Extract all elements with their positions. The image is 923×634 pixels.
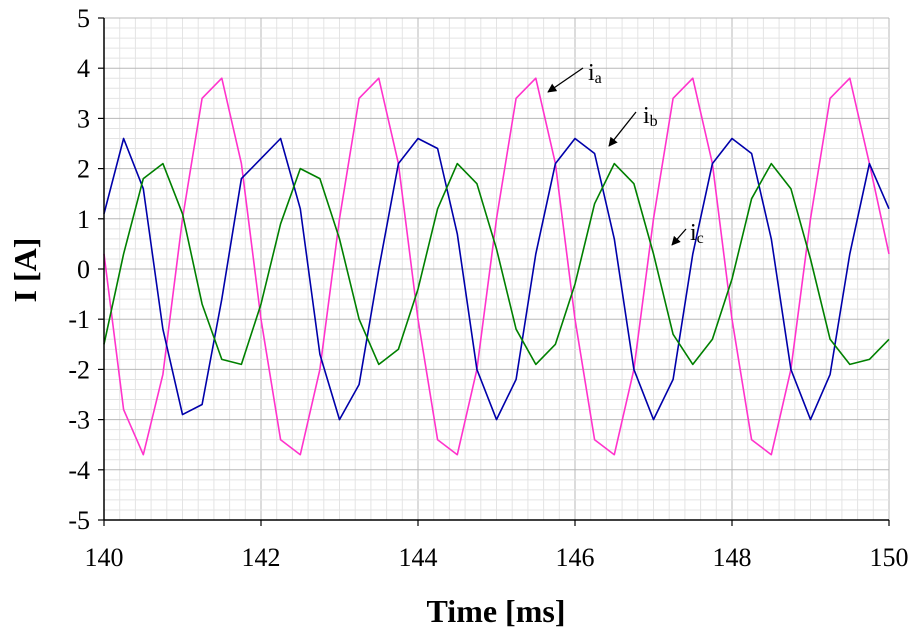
x-tick-label: 148 [713,543,752,572]
y-tick-label: 4 [77,54,90,83]
grid [103,17,890,521]
x-tick-label: 144 [399,543,438,572]
series-line-ic [103,162,890,366]
y-tick-label: 3 [77,104,90,133]
x-tick-label: 146 [556,543,595,572]
series-annotations: ia ib ic [547,60,704,247]
x-tick-label: 150 [870,543,909,572]
annotation-label-ic: ic [690,220,704,247]
y-tick-label: 1 [77,205,90,234]
y-tick-label: 0 [77,255,90,284]
annotation-arrow-ib [608,111,637,147]
annotation-arrow-ia [547,67,584,93]
annotation-label-ib: ib [643,103,658,130]
annotation-label-ia: ia [588,60,602,87]
annotation-arrow-ic [671,228,687,246]
series-line-ia [103,77,890,456]
series-lines [103,77,890,456]
y-tick-label: -2 [68,355,90,384]
y-tick-label: 2 [77,155,90,184]
y-tick-label: -4 [68,456,90,485]
y-tick-label: -5 [68,506,90,535]
series-line-ib [103,137,890,421]
y-tick-label: 5 [77,4,90,33]
y-axis-title: I [A] [7,238,43,303]
x-axis-title: Time [ms] [427,593,566,629]
x-tick-label: 140 [85,543,124,572]
y-tick-label: -1 [68,305,90,334]
tick-labels: 5 4 3 2 1 0 -1 -2 -3 -4 -5 140 142 144 146 148 150 [68,4,908,572]
y-tick-label: -3 [68,406,90,435]
x-tick-label: 142 [242,543,281,572]
